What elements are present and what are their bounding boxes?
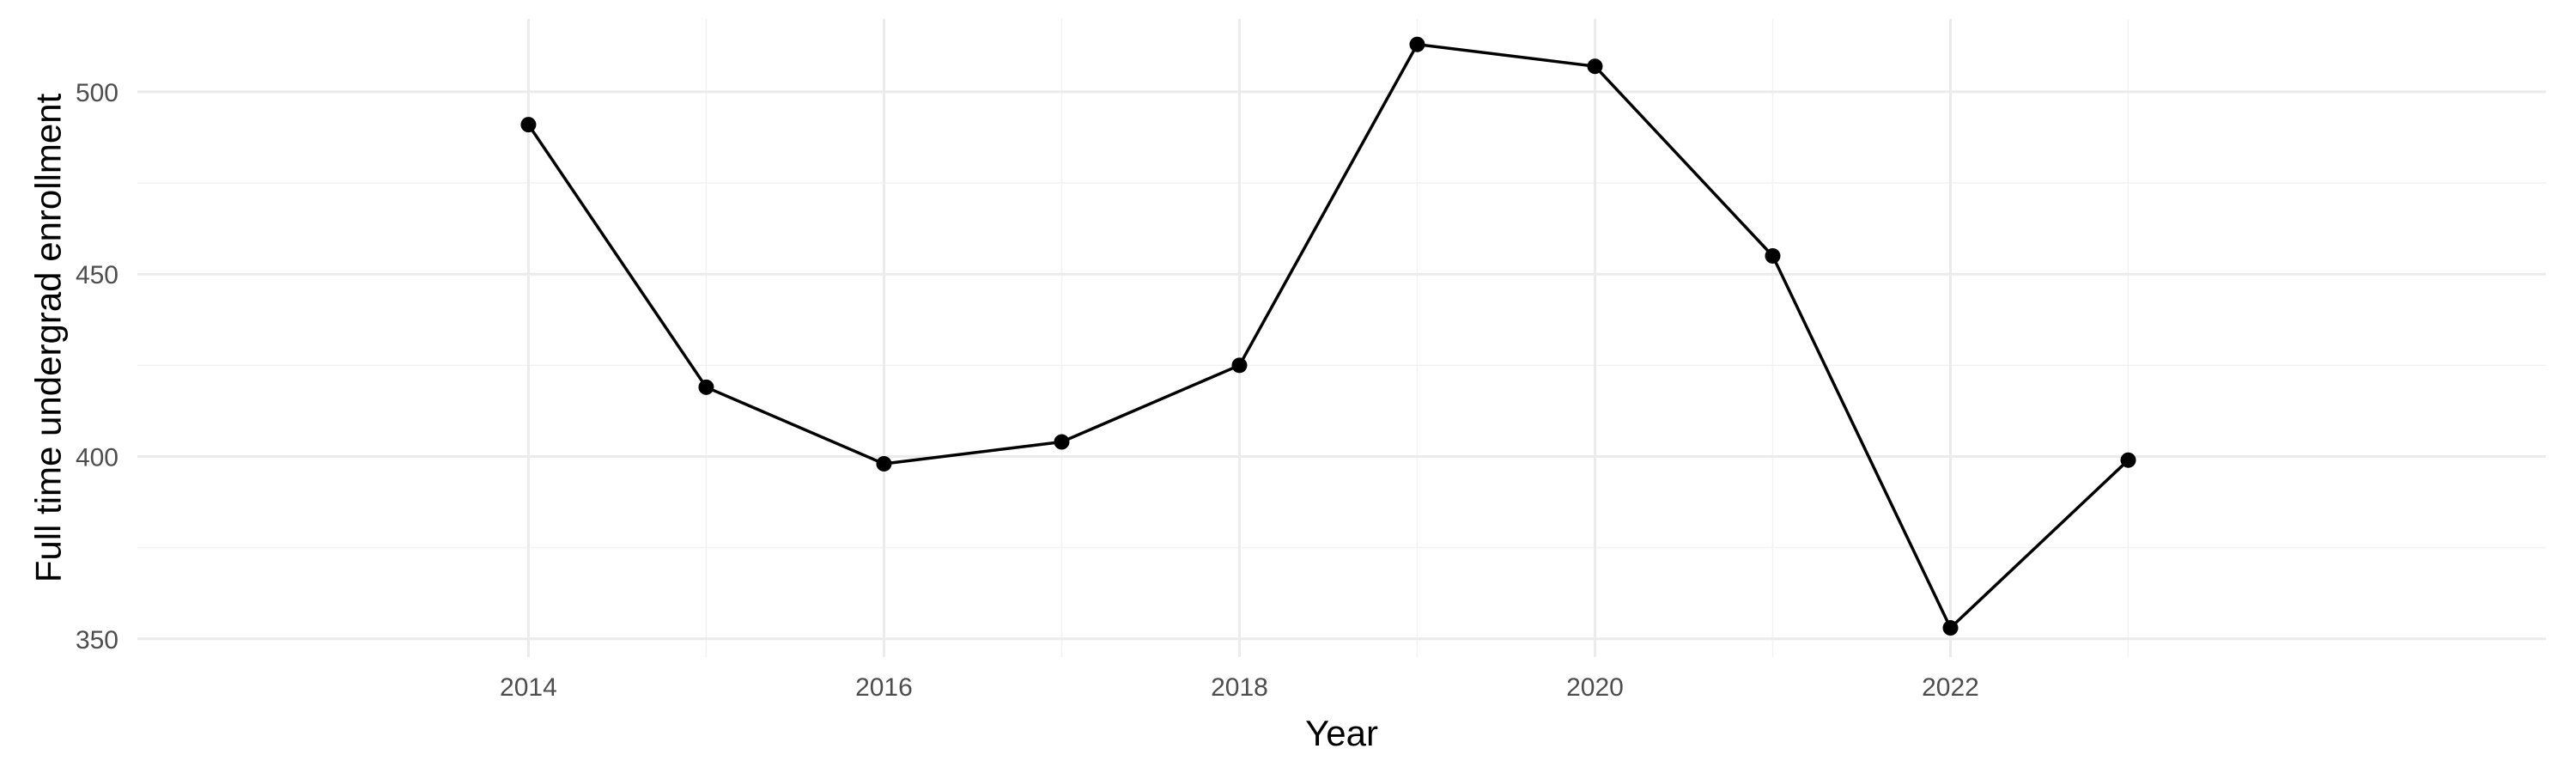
data-point <box>876 455 892 472</box>
x-tick-label: 2018 <box>1211 673 1268 702</box>
data-point <box>1765 247 1781 264</box>
data-point <box>520 117 537 133</box>
y-tick-label: 400 <box>76 443 118 472</box>
x-axis-tick-labels: 2014 2016 2018 2020 2022 <box>500 673 1979 702</box>
data-point <box>698 379 714 395</box>
grid <box>137 19 2546 657</box>
series-line <box>526 42 2129 630</box>
data-point <box>1409 36 1425 52</box>
x-tick-label: 2014 <box>500 673 557 702</box>
data-point <box>2120 452 2136 468</box>
y-tick-label: 450 <box>76 261 118 289</box>
x-tick-label: 2022 <box>1922 673 1979 702</box>
y-axis-title: Full time undergrad enrollment <box>28 93 69 582</box>
data-point <box>1054 434 1070 450</box>
series-group <box>520 36 2136 636</box>
x-tick-label: 2020 <box>1566 673 1624 702</box>
y-tick-label: 350 <box>76 626 118 654</box>
x-tick-label: 2016 <box>855 673 913 702</box>
y-tick-label: 500 <box>76 79 118 107</box>
data-point <box>1942 620 1959 636</box>
y-axis-tick-labels: 350 400 450 500 <box>76 79 118 654</box>
data-point <box>1587 58 1603 75</box>
x-axis-title: Year <box>1305 713 1378 753</box>
data-point <box>1231 357 1248 374</box>
